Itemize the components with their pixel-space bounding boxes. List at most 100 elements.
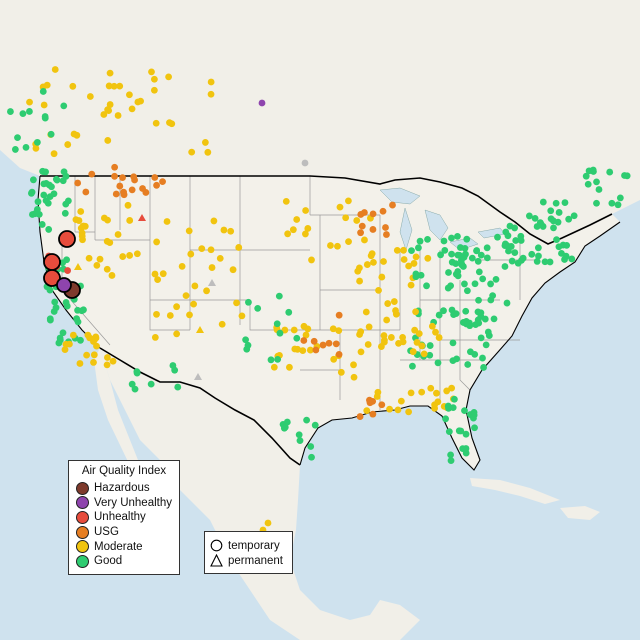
monitor-point <box>461 407 468 415</box>
monitor-point <box>88 170 96 178</box>
monitor-point <box>128 105 136 113</box>
monitor-point <box>445 404 452 412</box>
monitor-point <box>364 341 372 348</box>
monitor-point <box>245 298 252 306</box>
monitor-point <box>61 346 69 354</box>
monitor-point <box>541 258 549 266</box>
monitor-point <box>325 339 333 347</box>
monitor-point <box>464 361 472 368</box>
monitor-point <box>182 292 190 300</box>
monitor-point <box>608 199 616 207</box>
site-type-legend: temporary permanent <box>204 531 293 574</box>
monitor-point <box>383 316 391 324</box>
circle-icon <box>210 539 223 552</box>
monitor-point <box>100 111 108 118</box>
monitor-point <box>463 235 471 243</box>
monitor-point <box>130 173 138 181</box>
monitor-point <box>462 445 470 452</box>
monitor-point <box>441 247 449 254</box>
monitor-point <box>220 226 228 234</box>
monitor-point <box>582 172 590 180</box>
monitor-point <box>238 312 246 320</box>
monitor-point <box>455 427 463 435</box>
monitor-point <box>426 342 434 349</box>
monitor-point <box>561 199 569 206</box>
monitor-point <box>300 322 308 330</box>
monitor-point <box>475 296 482 304</box>
monitor-point <box>435 334 443 341</box>
monitor-point <box>329 325 337 333</box>
monitor-point <box>394 406 402 414</box>
monitor-point <box>561 256 568 263</box>
monitor-point <box>382 224 389 231</box>
monitor-point <box>553 236 560 243</box>
monitor-point <box>166 312 174 319</box>
monitor-point <box>471 350 479 358</box>
monitor-point <box>40 191 48 199</box>
legend-item-good: Good <box>69 554 179 569</box>
monitor-point <box>48 183 55 191</box>
monitor-point <box>461 244 469 252</box>
monitor-point <box>431 404 438 412</box>
monitor-point <box>159 178 166 186</box>
monitor-point <box>119 253 127 260</box>
monitor-point <box>76 360 84 367</box>
monitor-point <box>91 335 99 343</box>
monitor-point <box>335 327 343 335</box>
monitor-point <box>547 215 555 223</box>
monitor-point <box>303 416 311 424</box>
monitor-point <box>423 282 430 290</box>
monitor-point <box>470 414 477 422</box>
monitor-point <box>472 321 480 329</box>
legend-swatch <box>76 481 89 495</box>
monitor-point <box>50 150 58 158</box>
monitor-point <box>442 415 449 423</box>
monitor-point <box>186 311 193 319</box>
monitor-point <box>166 119 173 127</box>
monitor-point <box>517 237 525 244</box>
monitor-point <box>506 222 514 230</box>
monitor-point <box>109 357 117 365</box>
monitor-point <box>550 224 557 232</box>
monitor-point <box>563 241 571 249</box>
monitor-point <box>483 254 491 262</box>
monitor-point <box>235 244 243 251</box>
monitor-point <box>480 364 487 371</box>
legend-item-moderate: Moderate <box>69 539 179 554</box>
monitor-point <box>357 328 365 336</box>
monitor-point <box>53 176 61 184</box>
monitor-point <box>454 232 461 240</box>
monitor-point <box>114 231 122 238</box>
monitor-point <box>308 453 315 461</box>
monitor-point <box>106 101 114 108</box>
monitor-point <box>148 68 155 76</box>
monitor-point <box>185 227 193 235</box>
monitor-point <box>173 303 181 311</box>
monitor-point <box>74 306 81 314</box>
monitor-point <box>353 217 361 224</box>
monitor-point <box>417 271 425 279</box>
monitor-point <box>357 211 365 218</box>
monitor-point <box>104 354 111 361</box>
monitor-point <box>151 174 159 181</box>
monitor-point <box>218 320 226 328</box>
monitor-point <box>216 254 224 262</box>
monitor-point <box>163 218 171 225</box>
monitor-point <box>77 336 84 344</box>
permanent-monitor <box>194 373 202 380</box>
monitor-point <box>408 247 415 255</box>
monitor-point <box>461 280 468 288</box>
permanent-monitor <box>74 263 82 270</box>
monitor-point <box>407 281 415 289</box>
monitor-point <box>392 307 399 314</box>
monitor-point <box>395 339 402 347</box>
monitor-point <box>26 98 33 106</box>
monitor-point <box>460 253 468 261</box>
monitor-point <box>501 240 509 248</box>
monitor-point <box>369 226 377 233</box>
monitor-point <box>412 253 420 261</box>
monitor-point <box>437 251 444 259</box>
monitor-point <box>302 230 309 238</box>
monitor-point <box>203 287 210 295</box>
monitor-point <box>270 363 278 371</box>
